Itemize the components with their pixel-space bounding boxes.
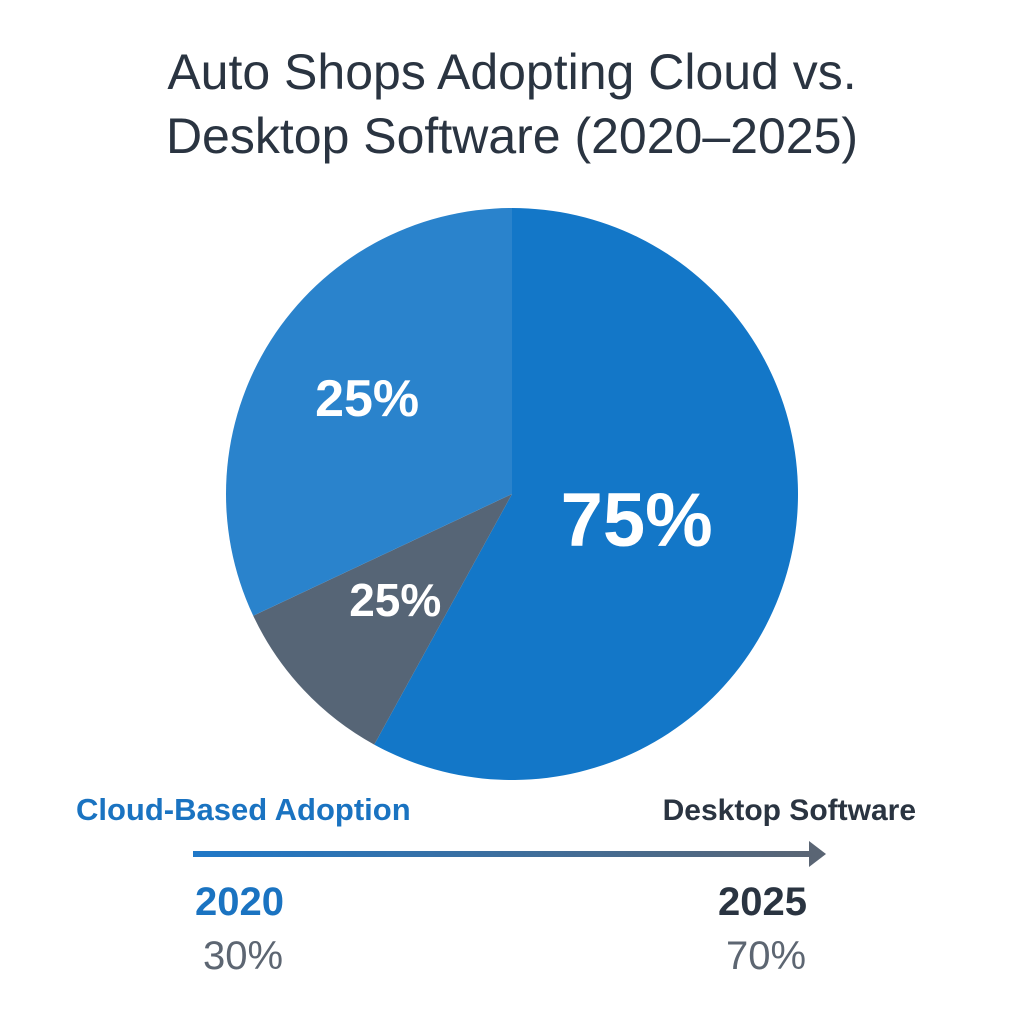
pie-slice-label-2: 25% xyxy=(349,574,441,626)
chart-title-line-2: Desktop Software (2020–2025) xyxy=(165,108,859,164)
timeline-start-year: 2020 xyxy=(195,880,284,924)
timeline-end-year: 2025 xyxy=(718,880,807,924)
chart-title-line-1: Auto Shops Adopting Cloud vs. xyxy=(167,44,857,100)
timeline-end-percent: 70% xyxy=(726,934,807,978)
pie-slice-2 xyxy=(253,494,512,745)
timeline-start-percent: 30% xyxy=(203,934,284,978)
arrow-right-icon xyxy=(809,841,826,867)
pie-slices xyxy=(225,208,798,780)
pie-slice-3 xyxy=(225,208,512,616)
pie-labels: 75% 25% 25% xyxy=(315,370,713,626)
legend-desktop-label: Desktop Software xyxy=(662,794,916,827)
pie-slice-label-1: 75% xyxy=(561,478,713,563)
timeline-arrow-line xyxy=(193,851,813,857)
pie-slice-1 xyxy=(374,208,798,780)
pie-slice-label-3: 25% xyxy=(315,370,419,428)
chart-title: Auto Shops Adopting Cloud vs. Desktop So… xyxy=(0,40,1024,168)
legend-cloud-label: Cloud-Based Adoption xyxy=(76,792,411,827)
